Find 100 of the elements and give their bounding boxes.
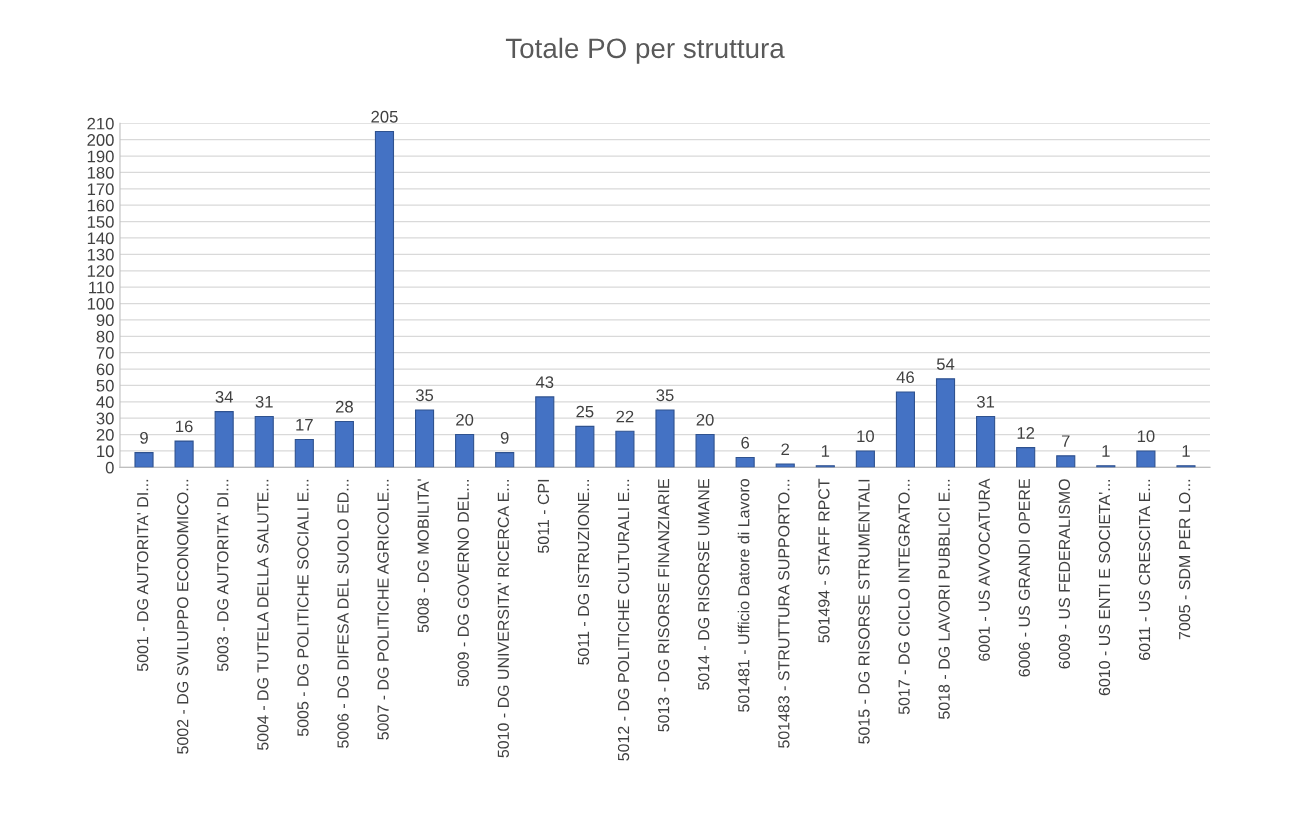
x-tick-label: 6010 - US ENTI E SOCIETA'... [1098, 479, 1111, 696]
chart-title: Totale PO per struttura [505, 37, 785, 64]
bar [374, 130, 395, 468]
data-label: 10 [1137, 430, 1155, 443]
x-tick-label: 5012 - DG POLITICHE CULTURALI E... [617, 479, 630, 761]
bar [735, 456, 755, 468]
y-tick-label: 0 [105, 461, 114, 474]
bar [535, 396, 555, 468]
y-tick-label: 190 [87, 150, 114, 163]
data-label: 35 [415, 389, 434, 402]
y-tick-label: 160 [87, 199, 114, 212]
y-tick-label: 20 [96, 428, 114, 441]
x-tick-label: 5008 - DG MOBILITA' [417, 479, 429, 633]
y-tick-label: 100 [87, 297, 114, 310]
data-label: 9 [500, 431, 509, 444]
x-tick-label: 5010 - DG UNIVERSITA' RICERCA E... [497, 479, 509, 758]
x-tick-label: 501481 - Ufficio Datore di Lavoro [737, 479, 750, 712]
bar [1016, 447, 1036, 468]
y-tick-label: 140 [87, 232, 114, 245]
data-label: 12 [1017, 427, 1035, 439]
y-tick-label: 170 [87, 183, 114, 196]
x-tick-label: 6009 - US FEDERALISMO [1058, 479, 1071, 669]
bar [575, 425, 595, 468]
bar [254, 415, 274, 468]
data-label: 28 [335, 400, 353, 413]
x-tick-label: 5013 - DG RISORSE FINANZIARIE [657, 479, 670, 732]
bar [615, 430, 635, 468]
bar [334, 420, 354, 468]
x-tick-label: 5017 - DG CICLO INTEGRATO... [898, 479, 910, 715]
x-tick-label: 6011 - US CRESCITA E... [1138, 479, 1151, 660]
x-tick-label: 6006 - US GRANDI OPERE [1018, 479, 1030, 677]
y-tick-label: 120 [87, 265, 114, 277]
data-label: 31 [976, 395, 995, 408]
x-tick-label: 5002 - DG SVILUPPO ECONOMICO... [177, 479, 189, 754]
y-tick-label: 110 [89, 281, 114, 294]
data-label: 6 [741, 436, 750, 449]
x-tick-label: 501483 - STRUTTURA SUPPORTO... [778, 479, 790, 748]
data-label: 43 [535, 376, 554, 389]
data-label: 35 [656, 389, 674, 402]
data-label: 16 [176, 420, 193, 433]
x-tick-label: 6001 - US AVVOCATURA [978, 478, 990, 661]
y-tick-label: 180 [87, 166, 114, 179]
y-tick-label: 200 [87, 134, 114, 146]
bar [976, 415, 996, 468]
x-tick-label: 7005 - SDM PER LO... [1178, 479, 1191, 640]
data-label: 10 [857, 430, 874, 443]
data-label: 9 [140, 431, 148, 444]
y-tick-label: 30 [96, 412, 114, 425]
bar [214, 411, 234, 468]
x-tick-label: 5009 - DG GOVERNO DEL... [457, 479, 469, 687]
bar [174, 440, 194, 468]
x-tick-label: 5018 - DG LAVORI PUBBLICI E... [938, 479, 950, 719]
x-tick-label: 5007 - DG POLITICHE AGRICOLE... [377, 479, 389, 740]
bar [895, 391, 916, 468]
bar [935, 378, 956, 468]
y-tick-label: 210 [87, 117, 114, 130]
data-label: 31 [255, 395, 273, 408]
data-label: 22 [616, 410, 634, 423]
bar [1056, 455, 1076, 468]
bar [294, 438, 314, 468]
bar [455, 434, 475, 468]
x-tick-label: 5011 - CPI [537, 479, 550, 553]
y-tick-label: 150 [87, 216, 114, 228]
y-tick-label: 40 [96, 396, 114, 408]
data-label: 205 [371, 110, 398, 123]
y-tick-label: 80 [96, 330, 114, 343]
data-label: 2 [781, 443, 790, 456]
bar [855, 450, 875, 468]
data-label: 1 [1102, 445, 1110, 457]
bar [695, 434, 715, 468]
y-tick-label: 50 [96, 379, 114, 392]
y-tick-label: 60 [96, 363, 114, 376]
y-tick-label: 10 [97, 445, 114, 458]
bar [414, 409, 435, 468]
data-label: 34 [215, 390, 233, 403]
data-label: 1 [1182, 445, 1190, 457]
x-tick-label: 5015 - DG RISORSE STRUMENTALI [858, 479, 870, 744]
data-label: 20 [456, 413, 474, 426]
y-tick-label: 90 [96, 314, 114, 327]
x-tick-label: 5011 - DG ISTRUZIONE... [577, 479, 590, 665]
bar [1136, 450, 1156, 468]
bar [134, 452, 154, 468]
data-label: 46 [896, 371, 914, 384]
x-tick-label: 5014 - DG RISORSE UMANE [698, 479, 710, 690]
data-label: 25 [576, 405, 594, 418]
data-label: 7 [1061, 435, 1070, 447]
y-tick-label: 70 [96, 347, 114, 359]
x-tick-label: 5004 - DG TUTELA DELLA SALUTE... [257, 479, 269, 751]
data-label: 1 [821, 445, 830, 457]
x-tick-label: 5006 - DG DIFESA DEL SUOLO ED... [337, 479, 349, 748]
bar [495, 452, 515, 468]
x-tick-label: 5001 - DG AUTORITA' DI... [136, 479, 149, 672]
x-tick-label: 501494 - STAFF RPCT [818, 478, 830, 643]
data-label: 17 [296, 419, 313, 431]
bar [775, 463, 795, 468]
x-tick-label: 5003 - DG AUTORITA' DI... [217, 479, 229, 672]
y-tick-label: 130 [87, 248, 114, 261]
data-label: 20 [696, 413, 714, 426]
data-label: 54 [936, 358, 955, 371]
x-tick-label: 5005 - DG POLITICHE SOCIALI E... [297, 479, 309, 737]
